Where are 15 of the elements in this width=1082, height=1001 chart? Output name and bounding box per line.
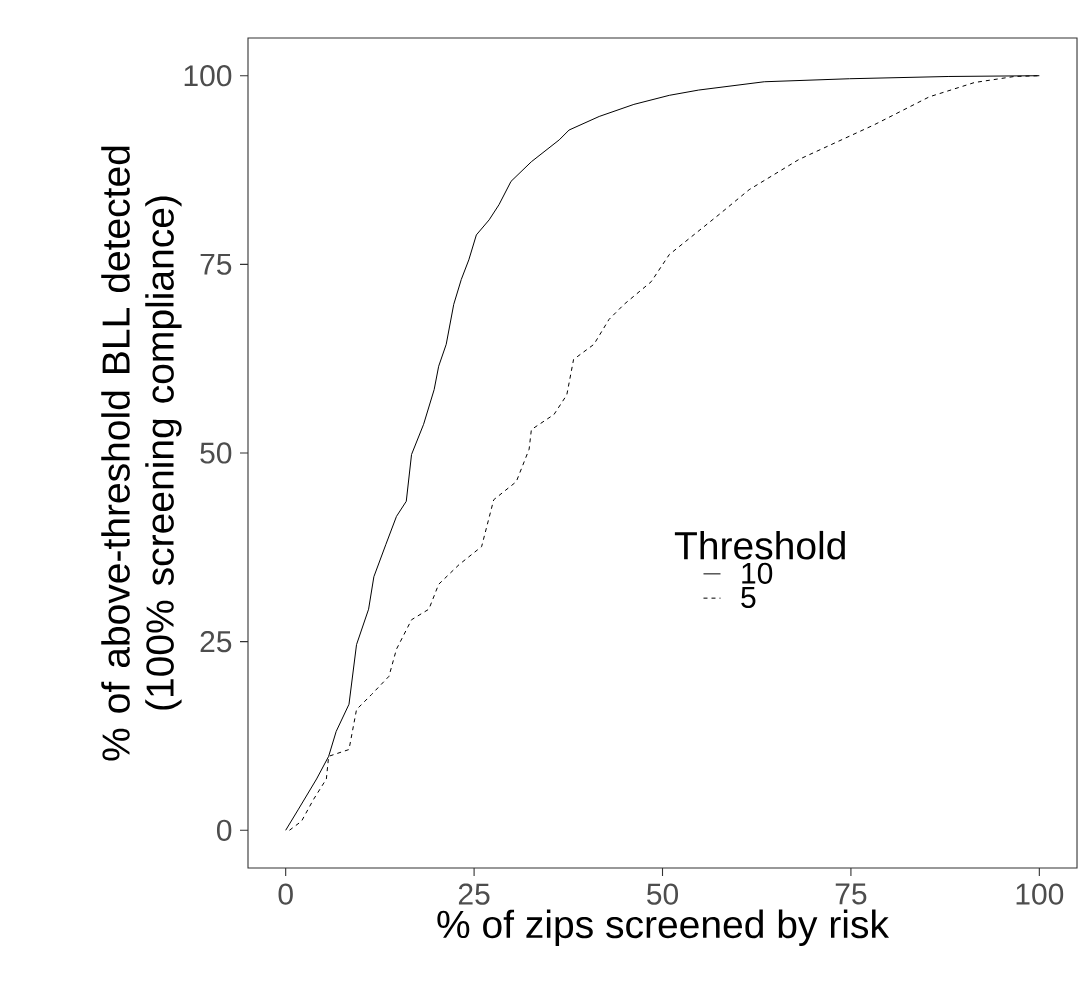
x-tick-label: 0 [278,883,293,905]
y-tick-label: 100 [184,65,232,87]
x-tick-label: 25 [458,883,490,905]
y-tick-label: 25 [200,631,232,653]
legend-title: Threshold [674,530,845,560]
y-axis-title: % of above-threshold BLL detected (100% screening compliance) [101,146,182,761]
legend-label: 10 [742,562,773,584]
x-axis-title: % of zips screened by risk [437,909,890,946]
x-tick-label: 100 [1016,883,1064,905]
legend-label: 5 [741,587,756,609]
y-tick-label: 0 [216,819,232,841]
y-tick-label: 75 [200,253,232,275]
x-tick-label: 75 [835,883,867,905]
y-tick-label: 50 [200,442,232,464]
x-tick-label: 50 [647,883,679,905]
